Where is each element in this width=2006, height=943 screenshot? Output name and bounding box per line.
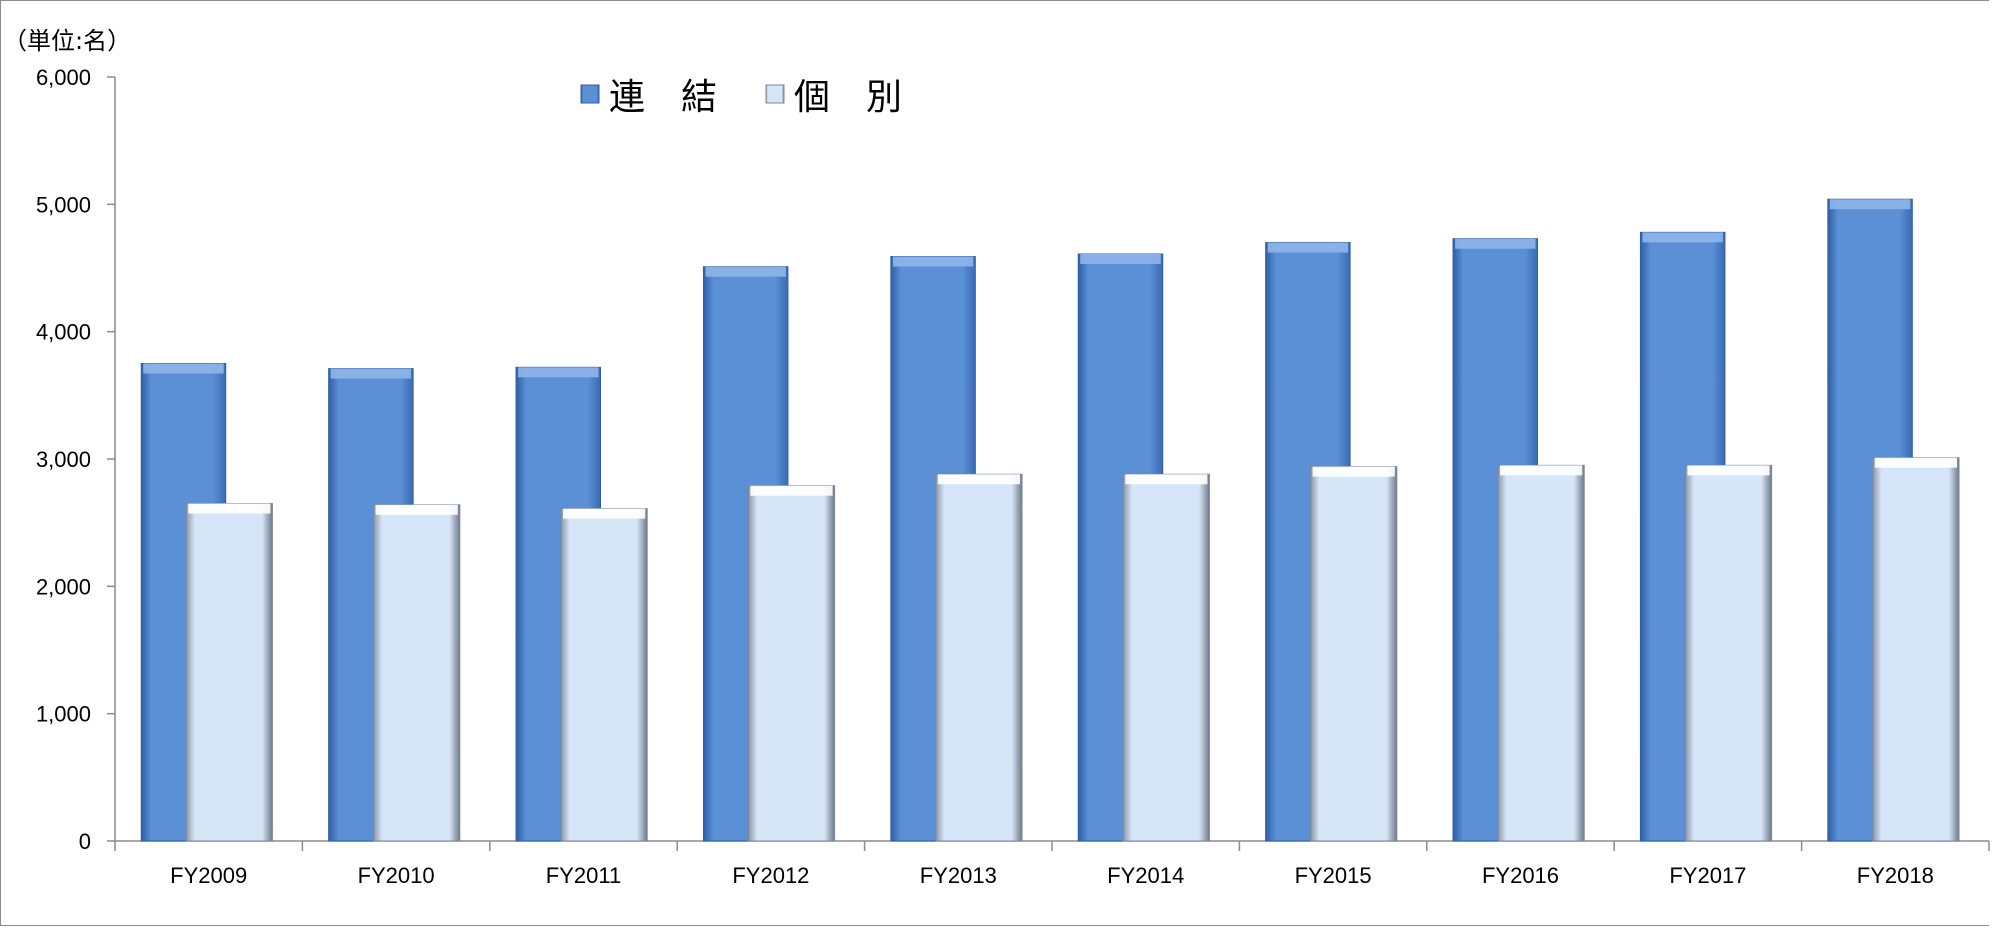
y-tick-label: 0 bbox=[79, 829, 91, 854]
legend-label-consolidated: 連 結 bbox=[609, 77, 717, 118]
x-tick-label: FY2017 bbox=[1669, 863, 1746, 888]
y-tick-label: 3,000 bbox=[36, 447, 91, 472]
bar-top-highlight bbox=[1080, 253, 1161, 264]
bar-top-highlight bbox=[375, 504, 458, 515]
bar-top-highlight bbox=[1687, 465, 1770, 476]
bar-individual bbox=[935, 473, 1023, 842]
bars bbox=[140, 198, 1960, 842]
legend: 連 結個 別 bbox=[580, 77, 902, 118]
bar-individual bbox=[1872, 457, 1960, 842]
bar-individual bbox=[1122, 473, 1210, 842]
y-tick-label: 2,000 bbox=[36, 574, 91, 599]
bar-top-highlight bbox=[1312, 466, 1395, 477]
bar-individual bbox=[1310, 466, 1398, 842]
x-tick-label: FY2009 bbox=[170, 863, 247, 888]
bar-top-highlight bbox=[1642, 232, 1723, 243]
bar-top-highlight bbox=[188, 503, 271, 514]
bar-top-highlight bbox=[1455, 238, 1536, 249]
y-tick-label: 6,000 bbox=[36, 65, 91, 90]
legend-swatch-individual bbox=[765, 84, 785, 104]
bar-top-highlight bbox=[563, 508, 646, 519]
y-tick-label: 5,000 bbox=[36, 192, 91, 217]
bar-top-highlight bbox=[518, 367, 599, 378]
chart-frame: （単位:名） 0 1,000 2,000 3,000 4,000 5,000 6,000 FY… bbox=[0, 0, 1990, 926]
bar-top-highlight bbox=[937, 474, 1021, 485]
bar-top-highlight bbox=[892, 256, 974, 267]
bar-top-highlight bbox=[1125, 474, 1208, 485]
legend-label-individual: 個 別 bbox=[794, 77, 902, 118]
bar-individual bbox=[747, 485, 836, 842]
y-tick-label: 1,000 bbox=[36, 702, 91, 727]
bar-top-highlight bbox=[1829, 199, 1911, 210]
bar-top-highlight bbox=[1500, 465, 1583, 476]
x-tick-label: FY2014 bbox=[1107, 863, 1184, 888]
x-tick-label: FY2010 bbox=[358, 863, 435, 888]
x-tick-label: FY2011 bbox=[546, 863, 621, 888]
unit-label: （単位:名） bbox=[3, 27, 131, 55]
x-tick-label: FY2018 bbox=[1857, 863, 1934, 888]
x-tick-label: FY2015 bbox=[1295, 863, 1372, 888]
bar-top-highlight bbox=[705, 266, 786, 277]
bar-top-highlight bbox=[330, 368, 412, 379]
axes: 0 1,000 2,000 3,000 4,000 5,000 6,000 FY2009 FY2… bbox=[36, 65, 1990, 888]
bar-top-highlight bbox=[750, 485, 833, 496]
legend-swatch-consolidated bbox=[580, 84, 600, 104]
x-tick-label: FY2012 bbox=[732, 863, 809, 888]
bar-individual bbox=[373, 504, 461, 842]
x-tick-label: FY2016 bbox=[1482, 863, 1559, 888]
bar-individual bbox=[1497, 464, 1585, 842]
bar-top-highlight bbox=[1874, 457, 1958, 468]
bar-individual bbox=[1684, 464, 1773, 842]
bar-individual bbox=[560, 508, 648, 842]
x-tick-label: FY2013 bbox=[920, 863, 997, 888]
bar-individual bbox=[185, 503, 273, 842]
bar-top-highlight bbox=[1267, 242, 1349, 253]
y-tick-label: 4,000 bbox=[36, 320, 91, 345]
bar-top-highlight bbox=[143, 363, 224, 374]
